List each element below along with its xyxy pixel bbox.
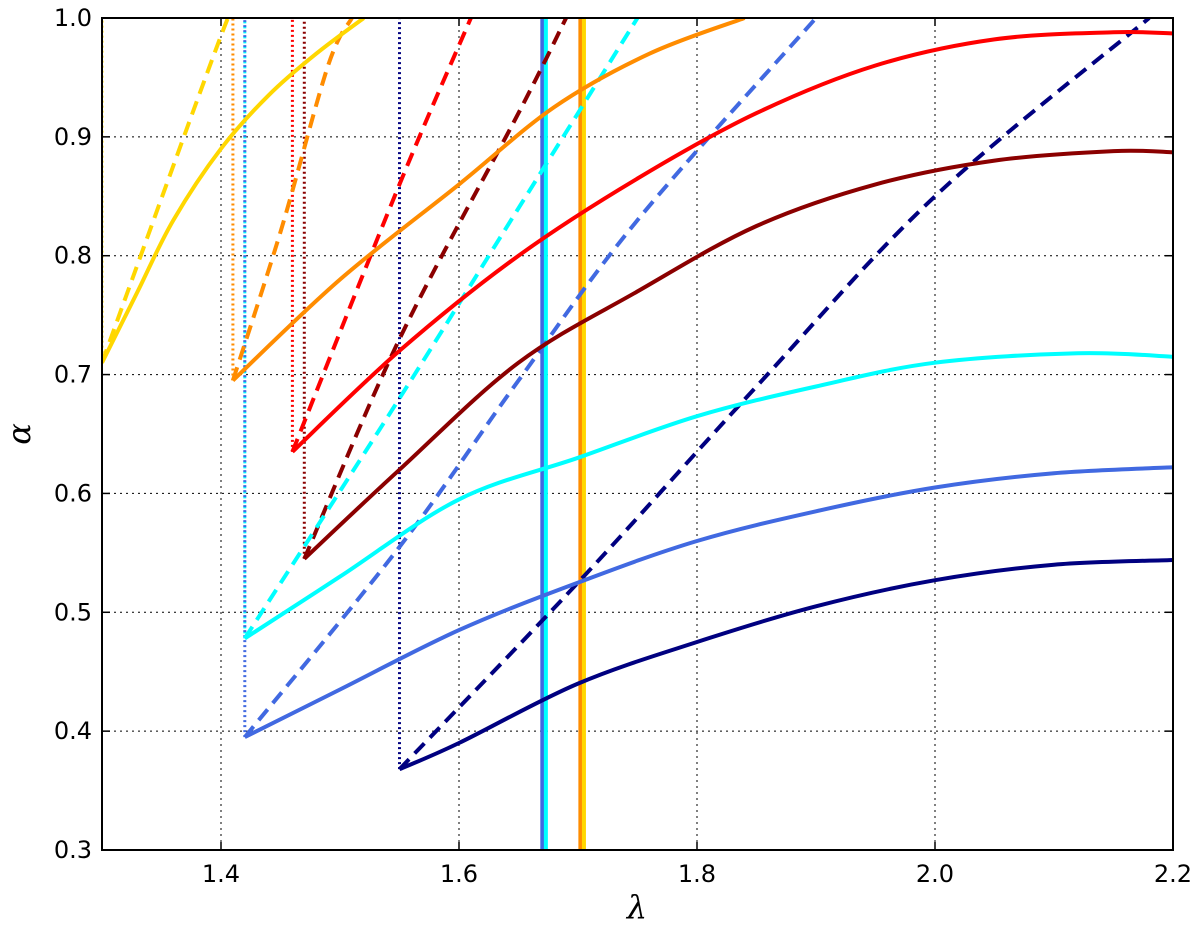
dotted-start-lines: [102, 18, 401, 770]
series-1-solid-line: [231, 18, 746, 382]
series-1-dashed-line: [230, 18, 354, 382]
x-axis-label: λ: [625, 888, 647, 926]
y-tick-labels: 0.3 0.4 0.5 0.6 0.7 0.8 0.9 1.0: [54, 4, 92, 864]
x-tick-label: 1.4: [202, 860, 240, 888]
x-tick-label: 2.0: [916, 860, 954, 888]
y-tick-label: 0.4: [54, 717, 92, 745]
y-axis-label: α: [0, 423, 38, 445]
x-tick-label: 1.8: [678, 860, 716, 888]
x-tick-label: 1.6: [440, 860, 478, 888]
x-tick-label: 2.2: [1154, 860, 1192, 888]
series-4-solid-line: [243, 351, 1173, 641]
series-5-solid-line: [243, 465, 1173, 739]
series-3-solid-line: [302, 148, 1173, 561]
x-tick-labels: 1.4 1.6 1.8 2.0 2.2: [202, 860, 1192, 888]
y-tick-label: 0.9: [54, 123, 92, 151]
series-6-dashed-line: [398, 18, 1151, 771]
series-6-solid-line: [398, 558, 1173, 772]
ticks: [102, 17, 1174, 851]
series-0-dashed-line: [102, 18, 235, 364]
y-tick-label: 0.6: [54, 479, 92, 507]
plot-frame: [101, 17, 1174, 851]
series-3-dashed-line: [302, 18, 568, 560]
series-2-dashed-line: [290, 18, 473, 453]
y-tick-label: 0.7: [54, 361, 92, 389]
y-tick-label: 0.3: [54, 836, 92, 864]
series-4-dashed-line: [243, 18, 640, 640]
y-tick-label: 0.8: [54, 242, 92, 270]
solid-series: [102, 18, 1173, 772]
y-tick-label: 1.0: [54, 4, 92, 32]
series-2-solid-line: [291, 30, 1173, 454]
y-tick-label: 0.5: [54, 598, 92, 626]
series-0-solid-line: [102, 18, 365, 364]
vertical-markers: [540, 18, 586, 850]
